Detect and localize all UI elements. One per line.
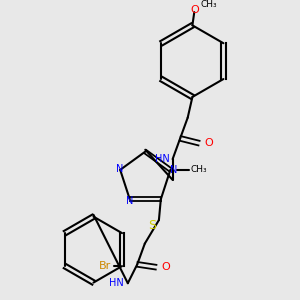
Text: HN: HN — [155, 154, 170, 164]
Text: N: N — [126, 196, 134, 206]
Text: CH₃: CH₃ — [190, 165, 207, 174]
Text: O: O — [161, 262, 170, 272]
Text: CH₃: CH₃ — [200, 0, 217, 9]
Text: Br: Br — [99, 261, 111, 271]
Text: O: O — [191, 5, 200, 15]
Text: O: O — [204, 138, 213, 148]
Text: S: S — [148, 219, 156, 232]
Text: N: N — [116, 164, 123, 174]
Text: N: N — [169, 165, 177, 175]
Text: HN: HN — [109, 278, 124, 288]
